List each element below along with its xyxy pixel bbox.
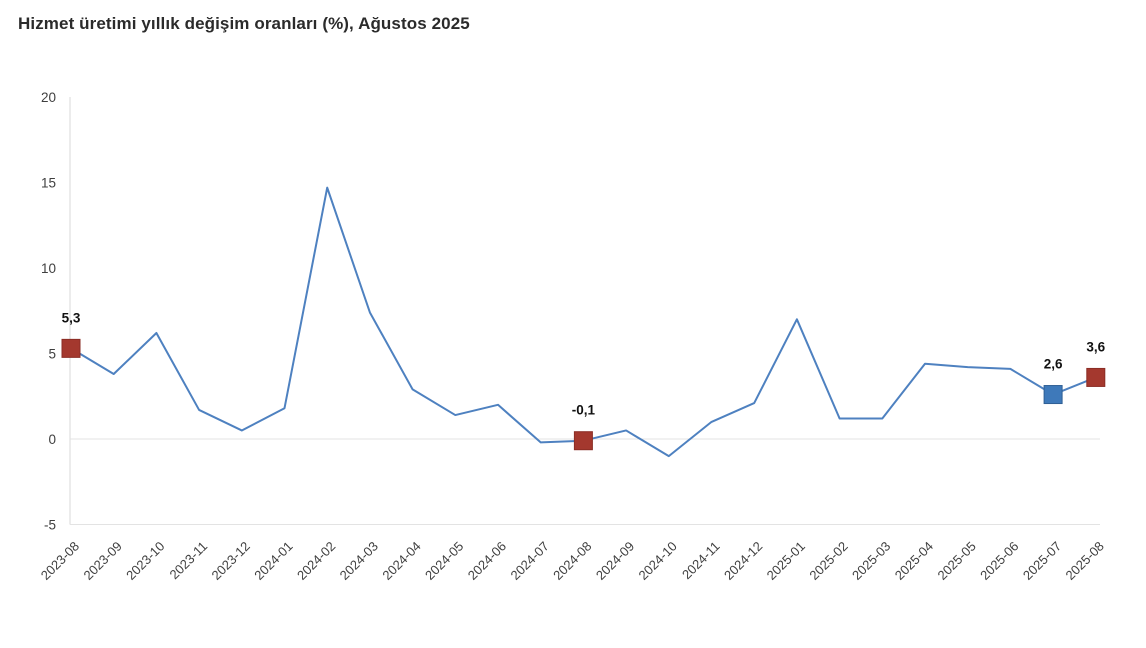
y-tick-label: 5	[48, 347, 56, 362]
y-tick-label: 10	[41, 261, 56, 276]
x-tick-label: 2023-09	[80, 539, 124, 583]
data-label-2025-07: 2,6	[1044, 357, 1063, 372]
x-tick-label: 2023-12	[209, 539, 253, 583]
x-tick-label: 2023-08	[38, 539, 82, 583]
x-tick-label: 2024-12	[721, 539, 765, 583]
x-tick-label: 2025-04	[892, 539, 936, 583]
x-tick-label: 2024-11	[679, 539, 723, 583]
x-tick-label: 2024-07	[507, 539, 551, 583]
x-tick-label: 2025-06	[977, 539, 1021, 583]
x-tick-label: 2023-11	[167, 539, 211, 583]
marker-2025-07[interactable]	[1043, 385, 1063, 405]
x-tick-label: 2024-10	[636, 539, 680, 583]
x-tick-label: 2024-01	[251, 539, 295, 583]
x-tick-label: 2023-10	[123, 539, 167, 583]
x-tick-label: 2024-03	[337, 539, 381, 583]
x-tick-label: 2025-05	[934, 539, 978, 583]
marker-2025-08[interactable]	[1086, 367, 1106, 387]
y-tick-label: -5	[44, 518, 56, 533]
data-label-2023-08: 5,3	[62, 310, 81, 325]
x-tick-label: 2024-04	[379, 539, 423, 583]
x-tick-label: 2024-05	[422, 539, 466, 583]
data-label-2025-08: 3,6	[1086, 339, 1105, 354]
marker-2023-08[interactable]	[61, 338, 81, 358]
x-tick-label: 2025-08	[1063, 539, 1107, 583]
x-tick-label: 2025-07	[1020, 539, 1064, 583]
x-tick-label: 2024-09	[593, 539, 637, 583]
data-label-2024-08: -0,1	[572, 403, 596, 418]
x-tick-label: 2024-06	[465, 539, 509, 583]
x-tick-label: 2024-02	[294, 539, 338, 583]
x-tick-label: 2025-03	[849, 539, 893, 583]
x-tick-label: 2024-08	[550, 539, 594, 583]
y-tick-label: 15	[41, 176, 56, 191]
x-tick-label: 2025-02	[806, 539, 850, 583]
chart-title: Hizmet üretimi yıllık değişim oranları (…	[18, 14, 470, 33]
x-tick-label: 2025-01	[764, 539, 808, 583]
y-tick-label: 20	[41, 90, 56, 105]
marker-2024-08[interactable]	[573, 431, 593, 451]
y-tick-label: 0	[48, 432, 56, 447]
